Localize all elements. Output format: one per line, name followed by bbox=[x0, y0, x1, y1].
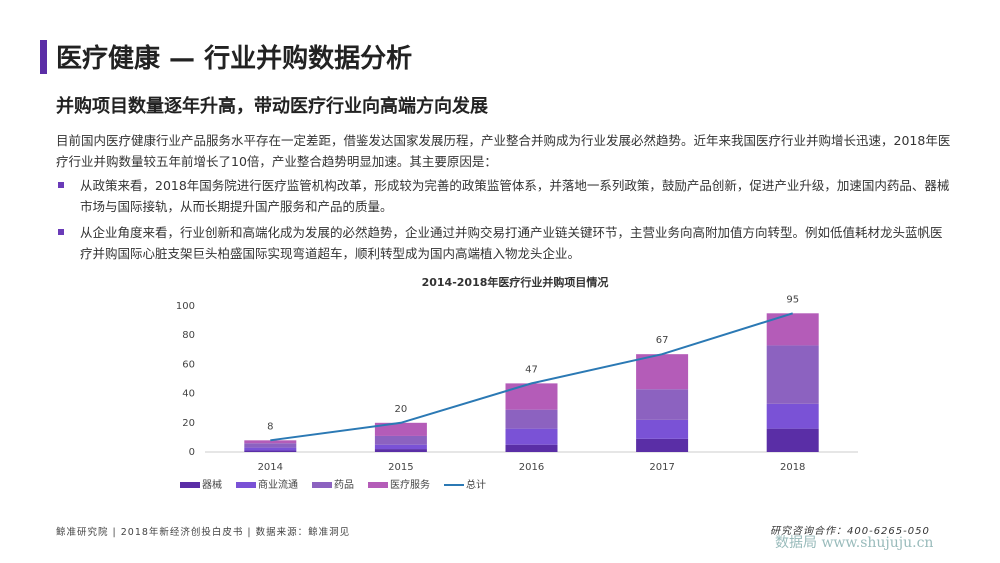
bar-segment bbox=[636, 354, 689, 390]
y-tick-label: 40 bbox=[182, 389, 195, 400]
x-tick-label: 2014 bbox=[258, 462, 283, 473]
title: 医疗健康 — 行业并购数据分析 bbox=[56, 44, 413, 74]
legend-label: 医疗服务 bbox=[390, 478, 430, 491]
bullet: 从企业角度来看，行业创新和高端化成为发展的必然趋势，企业通过并购交易打通产业链关… bbox=[80, 225, 943, 261]
subtitle: 并购项目数量逐年升高，带动医疗行业向高端方向发展 bbox=[56, 96, 488, 117]
x-tick-label: 2017 bbox=[649, 462, 674, 473]
legend-swatch bbox=[180, 482, 200, 488]
y-tick-label: 60 bbox=[182, 359, 195, 370]
legend-swatch bbox=[236, 482, 256, 488]
legend-label: 总计 bbox=[466, 478, 486, 491]
bar-segment bbox=[766, 403, 819, 429]
y-tick-label: 0 bbox=[189, 447, 195, 458]
legend-label: 器械 bbox=[202, 478, 222, 491]
intro: 目前国内医疗健康行业产品服务水平存在一定差距，借鉴发达国家发展历程，产业整合并购… bbox=[56, 133, 951, 169]
x-tick-label: 2016 bbox=[519, 462, 544, 473]
data-label: 8 bbox=[267, 421, 273, 432]
bar-segment bbox=[374, 422, 427, 436]
bar-segment bbox=[374, 435, 427, 445]
x-tick-label: 2015 bbox=[388, 462, 413, 473]
legend-label: 商业流通 bbox=[258, 478, 298, 491]
bullet: 从政策来看，2018年国务院进行医疗监管机构改革，形成较为完善的政策监管体系，并… bbox=[80, 178, 950, 214]
bar-segment bbox=[636, 389, 689, 420]
bar-segment bbox=[636, 419, 689, 439]
bar-segment bbox=[244, 443, 297, 448]
accent-bar bbox=[40, 40, 47, 74]
bar-segment bbox=[766, 345, 819, 404]
y-tick-label: 100 bbox=[176, 301, 195, 312]
bar-segment bbox=[244, 450, 297, 452]
legend-swatch bbox=[312, 482, 332, 488]
bullet-dot bbox=[58, 182, 64, 188]
bar-segment bbox=[505, 444, 558, 452]
data-label: 95 bbox=[786, 294, 799, 305]
bar-segment bbox=[505, 428, 558, 445]
bar-segment bbox=[374, 449, 427, 452]
y-tick-label: 20 bbox=[182, 418, 195, 429]
bar-segment bbox=[374, 444, 427, 450]
data-label: 20 bbox=[395, 404, 408, 415]
watermark: 数据局 www.shujuju.cn bbox=[775, 535, 934, 551]
bar-segment bbox=[505, 409, 558, 429]
footer-left: 鲸准研究院 | 2018年新经济创投白皮书 | 数据来源：鲸准洞见 bbox=[56, 527, 351, 538]
x-tick-label: 2018 bbox=[780, 462, 805, 473]
chart-title: 2014-2018年医疗行业并购项目情况 bbox=[422, 275, 609, 289]
total-line bbox=[270, 312, 793, 442]
bar-segment bbox=[244, 447, 297, 451]
bar-segment bbox=[766, 428, 819, 452]
legend-swatch bbox=[368, 482, 388, 488]
bar-segment bbox=[636, 438, 689, 452]
legend-label: 药品 bbox=[334, 479, 354, 491]
y-tick-label: 80 bbox=[182, 330, 195, 341]
bar-segment bbox=[505, 383, 558, 410]
bullet-dot bbox=[58, 229, 64, 235]
footer-right: 研究咨询合作：400-6265-050 bbox=[770, 526, 930, 537]
data-label: 47 bbox=[525, 364, 538, 375]
data-label: 67 bbox=[656, 335, 669, 346]
bar-segment bbox=[244, 440, 297, 444]
